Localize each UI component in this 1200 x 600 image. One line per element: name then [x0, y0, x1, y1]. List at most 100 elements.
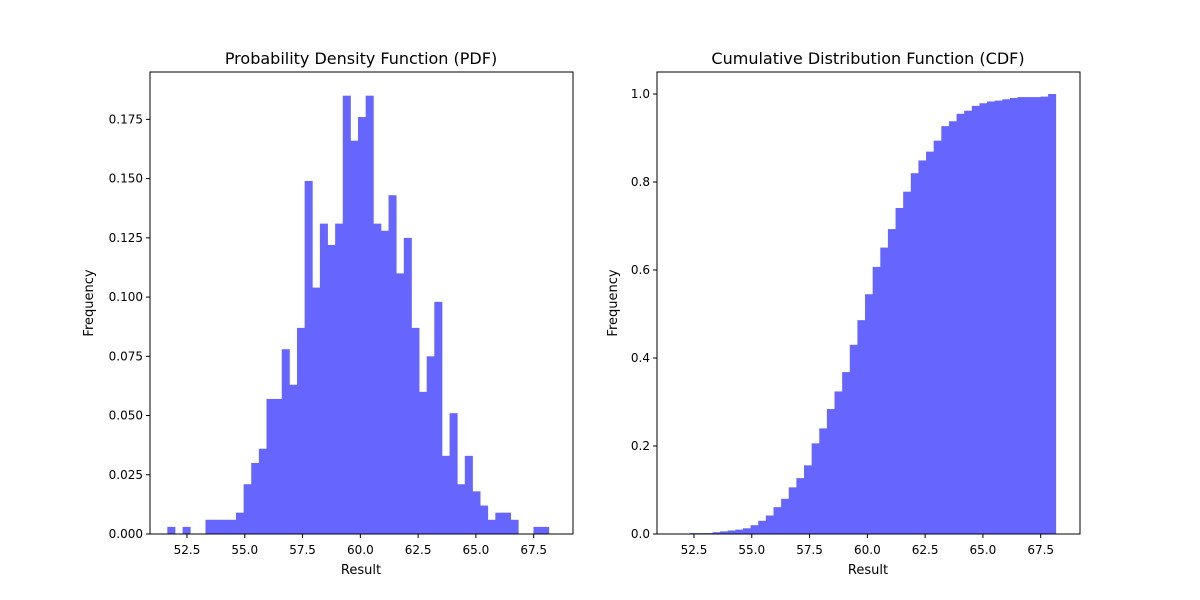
cdf-y-tick-label: 0.4	[631, 351, 650, 365]
cdf-x-tick-label: 52.5	[681, 543, 708, 557]
cdf-bar	[796, 478, 805, 534]
cdf-y-axis-label: Frequency	[606, 269, 621, 336]
cdf-bar	[1025, 97, 1034, 534]
pdf-bar	[502, 512, 511, 534]
pdf-y-tick-label: 0.100	[109, 290, 143, 304]
cdf-x-tick-label: 67.5	[1027, 543, 1054, 557]
pdf-bar	[350, 140, 359, 534]
cdf-bar	[1040, 96, 1049, 534]
cdf-bar	[720, 531, 729, 534]
pdf-y-ticks: 0.000 0.025 0.050 0.075 0.100 0.125 0.150 0.175	[109, 112, 150, 541]
pdf-bar	[167, 526, 176, 534]
pdf-bar	[441, 455, 450, 534]
pdf-bar	[464, 455, 473, 534]
pdf-x-tick-label: 65.0	[463, 543, 490, 557]
cdf-bar	[964, 110, 973, 534]
cdf-bar	[834, 391, 843, 534]
pdf-y-tick-label: 0.175	[109, 112, 143, 126]
cdf-bar	[941, 126, 950, 535]
cdf-bar	[819, 428, 828, 534]
cdf-bar	[910, 173, 919, 534]
pdf-bar	[541, 526, 550, 534]
pdf-bar	[335, 223, 344, 534]
pdf-bar	[289, 384, 298, 534]
cdf-bar	[742, 528, 752, 534]
pdf-bar	[243, 484, 252, 534]
pdf-y-tick-label: 0.050	[109, 409, 143, 423]
cdf-bar	[735, 529, 744, 534]
cdf-chart-title: Cumulative Distribution Function (CDF)	[711, 49, 1024, 68]
pdf-bar	[419, 391, 428, 534]
pdf-y-tick-label: 0.000	[109, 527, 143, 541]
pdf-bar	[365, 95, 374, 534]
pdf-y-tick-label: 0.025	[109, 468, 143, 482]
cdf-bar	[1002, 99, 1011, 534]
cdf-bar	[1009, 97, 1018, 535]
cdf-y-tick-label: 0.2	[631, 439, 650, 453]
cdf-y-ticks: 0.0 0.2 0.4 0.6 0.8 1.0	[631, 87, 657, 541]
pdf-bar	[373, 223, 382, 534]
cdf-bar	[979, 103, 988, 535]
pdf-bar	[472, 491, 481, 534]
pdf-bar	[213, 519, 222, 534]
pdf-x-tick-label: 52.5	[174, 543, 201, 557]
cdf-bar	[727, 530, 736, 534]
pdf-bar	[358, 117, 367, 535]
pdf-bar	[274, 398, 283, 534]
pdf-bar	[411, 327, 420, 534]
pdf-bars	[167, 95, 550, 535]
cdf-bar	[773, 507, 782, 534]
pdf-bar	[480, 505, 489, 534]
pdf-bar	[327, 244, 336, 534]
pdf-y-tick-label: 0.150	[109, 172, 143, 186]
cdf-bar	[956, 113, 965, 535]
cdf-x-tick-label: 62.5	[912, 543, 939, 557]
pdf-bar	[457, 484, 466, 534]
cdf-bar	[880, 247, 889, 534]
cdf-bar	[872, 266, 881, 534]
pdf-bar	[312, 287, 321, 534]
cdf-bar	[987, 101, 996, 534]
cdf-x-axis-label: Result	[848, 563, 888, 578]
cdf-bar	[926, 151, 935, 534]
pdf-bar	[266, 398, 275, 534]
pdf-bar	[510, 519, 519, 534]
pdf-x-axis-label: Result	[341, 563, 381, 578]
cdf-bar	[903, 191, 912, 534]
pdf-chart-title: Probability Density Function (PDF)	[225, 49, 497, 68]
cdf-bar	[750, 525, 759, 534]
pdf-bar	[487, 519, 496, 534]
cdf-x-tick-label: 57.5	[796, 543, 823, 557]
cdf-bar	[842, 372, 851, 534]
cdf-plot-frame	[656, 71, 1081, 535]
pdf-bar	[403, 237, 412, 534]
cdf-bar	[758, 520, 767, 534]
pdf-bar	[235, 512, 245, 534]
pdf-bar	[297, 327, 306, 534]
cdf-bar	[826, 409, 835, 534]
pdf-bar	[388, 195, 397, 534]
cdf-x-tick-label: 55.0	[738, 543, 765, 557]
cdf-x-tick-label: 65.0	[970, 543, 997, 557]
cdf-bar	[895, 207, 904, 534]
cdf-y-tick-label: 0.0	[631, 527, 650, 541]
pdf-x-tick-label: 67.5	[520, 543, 547, 557]
pdf-bar	[205, 519, 214, 534]
pdf-bar	[426, 356, 435, 534]
cdf-bar	[948, 121, 957, 534]
cdf-bar	[1032, 97, 1041, 534]
cdf-bar	[994, 100, 1003, 534]
cdf-bar	[849, 344, 858, 534]
pdf-x-ticks: 52.5 55.0 57.5 60.0 62.5 65.0 67.5	[174, 534, 547, 557]
cdf-bars	[674, 94, 1057, 535]
cdf-bar	[865, 294, 874, 534]
pdf-bar	[319, 223, 328, 534]
cdf-bar	[1017, 97, 1026, 534]
pdf-chart: Probability Density Function (PDF) 52.5 5…	[82, 49, 574, 578]
cdf-y-tick-label: 0.6	[631, 263, 650, 277]
pdf-bar	[342, 95, 351, 534]
cdf-bar	[765, 515, 774, 534]
pdf-bar	[182, 526, 191, 534]
cdf-bar	[933, 140, 942, 534]
